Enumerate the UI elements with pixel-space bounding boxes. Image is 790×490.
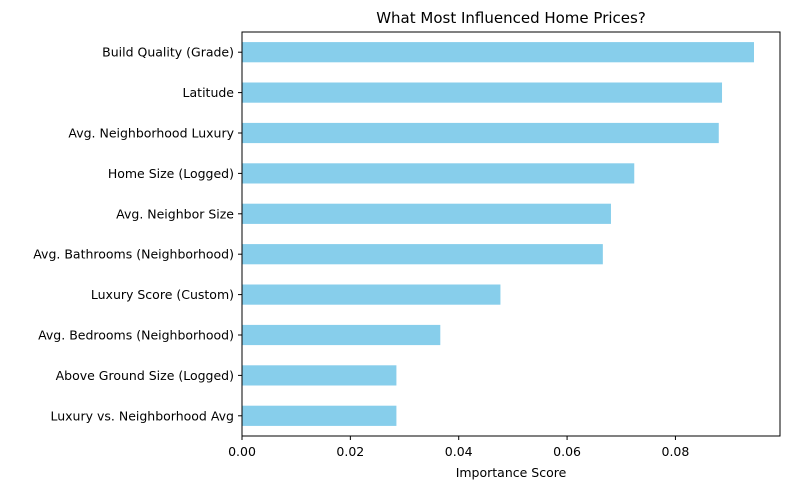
bar — [242, 244, 603, 265]
y-tick-label: Avg. Neighborhood Luxury — [68, 126, 234, 141]
y-tick-label: Above Ground Size (Logged) — [56, 368, 234, 383]
bar — [242, 82, 723, 103]
x-tick-label: 0.08 — [662, 444, 690, 459]
y-tick-label: Build Quality (Grade) — [102, 45, 234, 60]
bar — [242, 42, 754, 63]
bar — [242, 122, 719, 144]
bar — [242, 284, 501, 305]
plot-frame — [241, 31, 781, 437]
x-axis-ticks: 0.00 0.02 0.04 0.06 0.08 — [228, 436, 689, 459]
y-tick-label: Avg. Neighbor Size — [116, 206, 234, 221]
y-tick-label: Luxury vs. Neighborhood Avg — [50, 408, 234, 423]
x-axis-label: Importance Score — [456, 465, 567, 480]
bar — [242, 365, 397, 386]
bar — [242, 324, 441, 346]
x-tick-label: 0.00 — [228, 444, 256, 459]
x-tick-label: 0.04 — [445, 444, 473, 459]
x-tick-label: 0.06 — [553, 444, 581, 459]
bar — [242, 405, 397, 426]
y-tick-label: Avg. Bedrooms (Neighborhood) — [38, 328, 234, 343]
y-tick-label: Home Size (Logged) — [108, 166, 234, 181]
y-tick-label: Avg. Bathrooms (Neighborhood) — [33, 247, 234, 262]
bars-group — [242, 42, 754, 426]
y-tick-label: Luxury Score (Custom) — [91, 287, 234, 302]
y-tick-label: Latitude — [183, 85, 235, 100]
y-axis-ticks: Build Quality (Grade) Latitude Avg. Neighb… — [33, 45, 242, 423]
chart-title: What Most Influenced Home Prices? — [376, 9, 646, 27]
bar — [242, 203, 611, 224]
x-tick-label: 0.02 — [336, 444, 364, 459]
bar — [242, 163, 635, 184]
